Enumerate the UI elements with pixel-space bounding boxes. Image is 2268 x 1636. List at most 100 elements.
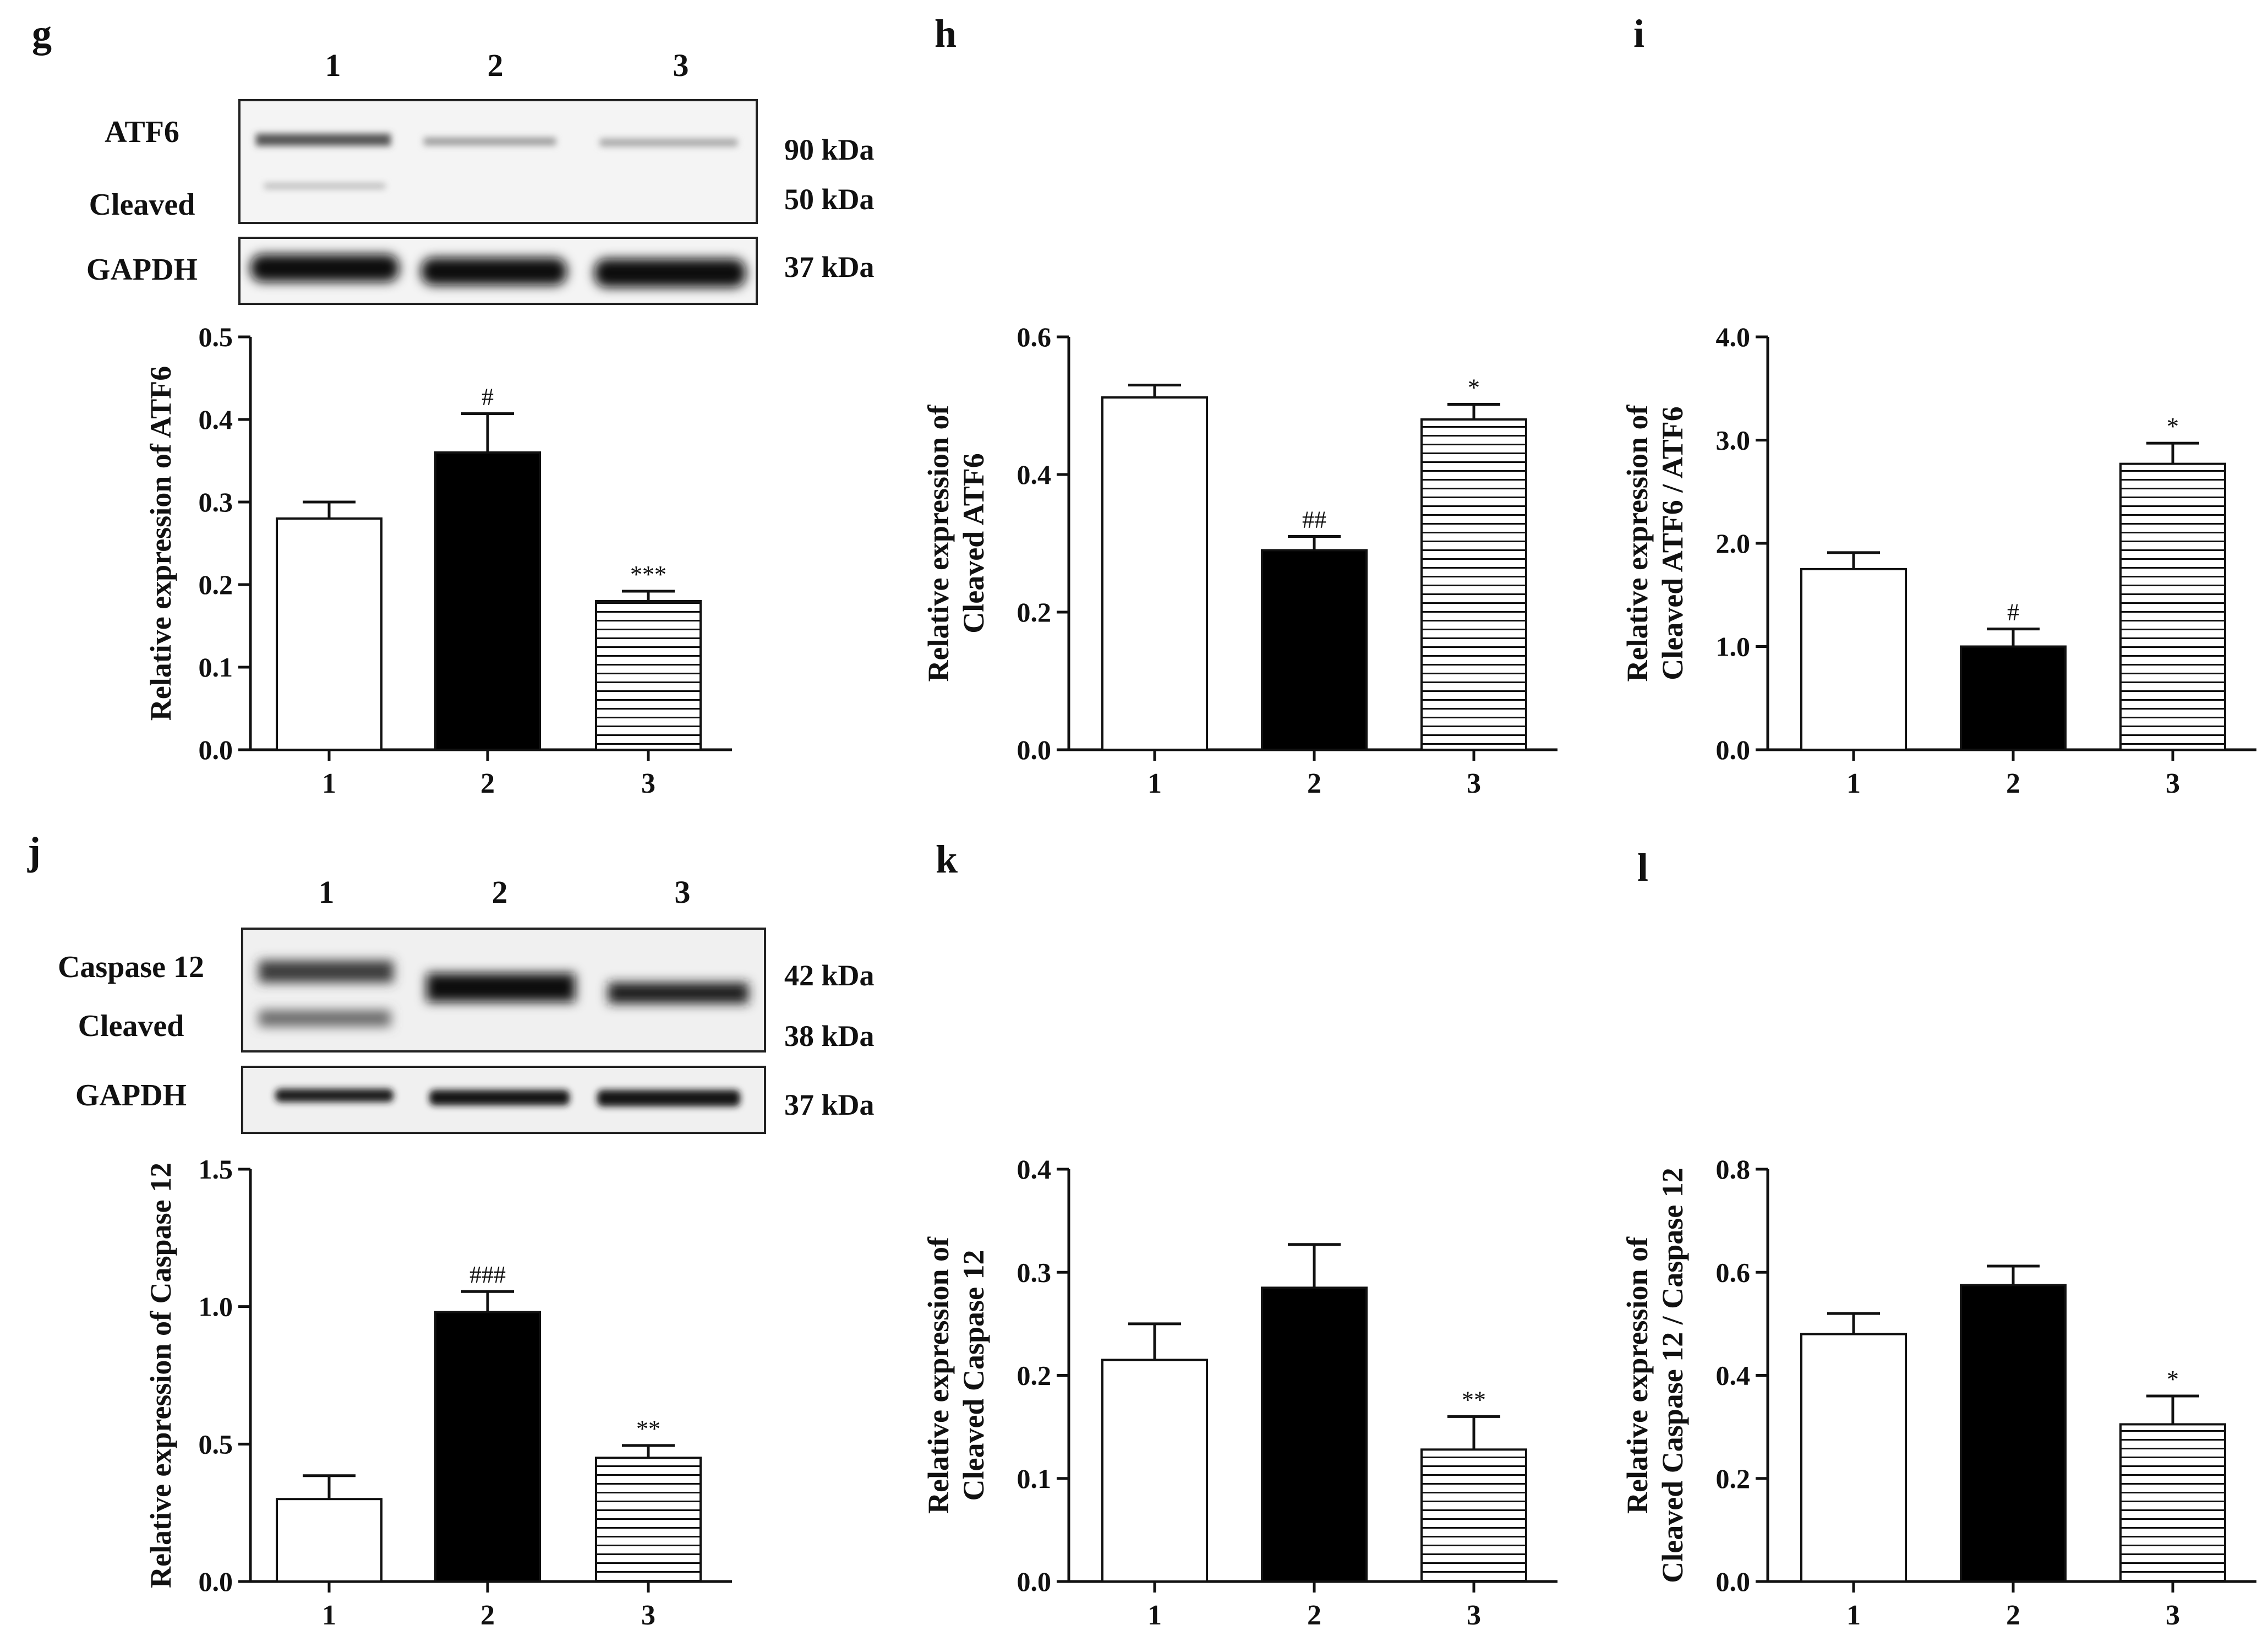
blot-protein-label: Cleaved — [78, 1009, 184, 1043]
y-axis-title: Relative expression of — [922, 405, 955, 682]
x-tick-label: 2 — [2006, 1600, 2020, 1631]
panel-letter-i: i — [1633, 12, 1644, 56]
panel-letter-k: k — [936, 837, 958, 881]
blot-band — [597, 1090, 740, 1106]
y-tick-label: 0.0 — [199, 1566, 233, 1597]
y-tick-label: 0.3 — [1017, 1257, 1052, 1288]
bar — [1420, 418, 1527, 751]
panel-letter-g: g — [32, 12, 52, 56]
x-tick-label: 3 — [2166, 768, 2180, 799]
x-tick-label: 1 — [322, 1600, 336, 1631]
blot-protein-label: GAPDH — [75, 1078, 187, 1113]
blot-band — [427, 973, 575, 1002]
blot-band — [275, 1089, 394, 1102]
western-blot-atf6: 1 2 3 ATF6 Cleaved GAPDH 90 kDa 50 kDa 3… — [86, 47, 875, 305]
y-axis-title: Relative expression of ATF6 — [144, 366, 177, 721]
blot-protein-label: GAPDH — [86, 253, 198, 287]
bar-chart-atf6: 0.0 0.1 0.2 0.3 0.4 0.5 1 2 #3 *** Relative expres… — [144, 321, 732, 799]
bar-chart-cleaved-atf6-ratio: 0.0 1.0 2.0 3.0 4.0 1 2 #3 * Relative expression … — [1621, 321, 2256, 799]
y-tick-label: 3.0 — [1716, 425, 1751, 456]
y-tick-label: 0.8 — [1716, 1154, 1751, 1185]
bar — [1960, 645, 2067, 751]
y-tick-label: 0.0 — [199, 734, 233, 765]
blot-band — [421, 258, 567, 285]
y-tick-label: 0.5 — [199, 1428, 233, 1459]
y-tick-label: 4.0 — [1716, 321, 1751, 352]
significance-label: ## — [1302, 506, 1326, 533]
y-tick-label: 1.5 — [199, 1154, 233, 1185]
blot-band — [250, 254, 399, 282]
blot-marker-label: 90 kDa — [784, 133, 875, 166]
significance-label: ** — [636, 1415, 660, 1442]
significance-label: # — [2007, 599, 2019, 626]
blot-protein-label: ATF6 — [105, 115, 179, 149]
bar-chart-caspase12: 0.0 0.5 1.0 1.5 1 2 ### 3 ** Relative expression … — [144, 1154, 732, 1631]
blot-lane-label: 1 — [319, 874, 335, 910]
blot-band — [608, 983, 748, 1004]
y-tick-label: 0.1 — [199, 652, 233, 683]
y-tick-label: 0.5 — [199, 321, 233, 352]
bar — [1261, 1286, 1368, 1583]
x-tick-label: 2 — [2006, 768, 2020, 799]
blot-marker-label: 38 kDa — [784, 1019, 875, 1053]
blot-membrane-target — [238, 99, 758, 224]
bar — [1800, 1333, 1907, 1583]
y-tick-label: 0.0 — [1017, 1566, 1052, 1597]
x-tick-label: 2 — [1307, 768, 1321, 799]
significance-label: * — [1468, 374, 1480, 401]
bar — [276, 517, 382, 751]
bar-chart-cleaved-caspase12: 0.0 0.1 0.2 0.3 0.4 1 2 3 ** Relative expression … — [922, 1154, 1557, 1631]
blot-marker-label: 37 kDa — [784, 250, 875, 283]
blot-marker-label: 37 kDa — [784, 1088, 875, 1121]
bar — [1960, 1284, 2067, 1583]
y-tick-label: 0.4 — [1017, 1154, 1052, 1185]
blot-protein-label: Caspase 12 — [58, 950, 204, 984]
y-tick-label: 0.6 — [1716, 1257, 1751, 1288]
y-axis-title: Relative expression of — [1621, 1236, 1654, 1514]
y-tick-label: 0.4 — [1716, 1360, 1751, 1391]
bar-chart-cleaved-atf6: 0.0 0.2 0.4 0.6 1 2 ## 3 * Relative expression of… — [922, 321, 1557, 799]
x-tick-label: 3 — [1467, 1600, 1481, 1631]
blot-band — [424, 138, 556, 145]
x-tick-label: 3 — [641, 1600, 655, 1631]
y-axis-title: Cleaved ATF6 / ATF6 — [1656, 406, 1689, 680]
x-tick-label: 1 — [1846, 1600, 1861, 1631]
y-tick-label: 0.2 — [1716, 1463, 1751, 1494]
y-axis-title: Relative expression of — [1621, 405, 1654, 682]
x-tick-label: 1 — [1147, 768, 1162, 799]
y-tick-label: 0.6 — [1017, 321, 1052, 352]
significance-label: ** — [1462, 1386, 1486, 1413]
y-axis-title: Cleaved Caspase 12 / Caspase 12 — [1656, 1168, 1689, 1583]
bar — [2119, 1423, 2226, 1583]
x-tick-label: 1 — [1846, 768, 1861, 799]
blot-marker-label: 42 kDa — [784, 959, 875, 992]
blot-band — [600, 139, 737, 146]
bar — [595, 1457, 702, 1583]
blot-lane-label: 2 — [492, 874, 508, 910]
y-tick-label: 0.2 — [1017, 597, 1052, 628]
bar — [1101, 396, 1208, 751]
y-tick-label: 0.1 — [1017, 1463, 1052, 1494]
blot-lane-label: 3 — [675, 874, 691, 910]
significance-label: *** — [630, 561, 666, 588]
y-axis-title: Relative expression of — [922, 1236, 955, 1514]
y-tick-label: 0.2 — [1017, 1360, 1052, 1391]
y-tick-label: 0.0 — [1716, 734, 1751, 765]
bar — [1261, 549, 1368, 751]
blot-lane-label: 3 — [673, 47, 689, 83]
y-axis-title: Relative expression of Caspase 12 — [144, 1163, 177, 1588]
blot-band — [264, 183, 385, 189]
blot-band — [594, 259, 746, 287]
y-tick-label: 0.4 — [199, 404, 233, 435]
blot-protein-label: Cleaved — [89, 188, 195, 222]
x-tick-label: 3 — [641, 768, 655, 799]
x-tick-label: 1 — [1147, 1600, 1162, 1631]
bar — [595, 600, 702, 751]
blot-band — [259, 1010, 391, 1027]
x-tick-label: 1 — [322, 768, 336, 799]
x-tick-label: 2 — [480, 768, 495, 799]
y-axis-title: Cleaved ATF6 — [957, 453, 990, 633]
y-tick-label: 0.0 — [1716, 1566, 1751, 1597]
bar-chart-cleaved-caspase12-ratio: 0.0 0.2 0.4 0.6 0.8 1 2 3 * Relative expression o… — [1621, 1154, 2256, 1631]
